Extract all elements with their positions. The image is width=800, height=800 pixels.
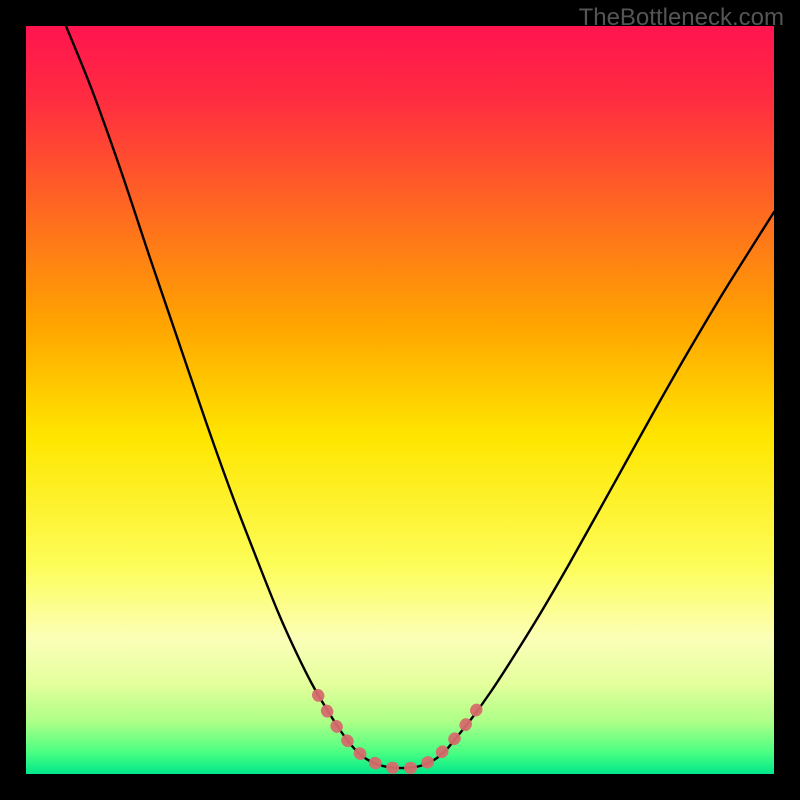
plot-background [0, 0, 800, 800]
watermark-text: TheBottleneck.com [579, 4, 784, 32]
chart-frame: TheBottleneck.com [0, 0, 800, 800]
